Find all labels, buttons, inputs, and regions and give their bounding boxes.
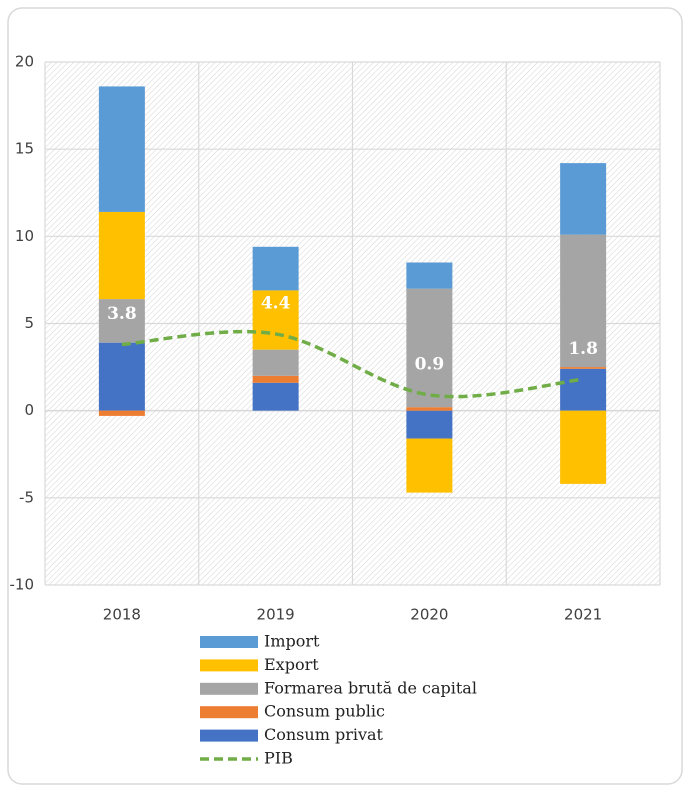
legend-label: Consum privat [264, 725, 384, 744]
y-tick-label: -5 [19, 488, 34, 506]
data-label: 0.9 [415, 354, 445, 374]
bar [406, 407, 453, 411]
legend-swatch [200, 729, 258, 742]
bars [98, 86, 607, 493]
grid: -10 -5 0 5 10 15 20 2018 2019 2020 2021 [10, 53, 661, 624]
legend-swatch [200, 636, 258, 648]
bar [560, 410, 607, 484]
legend: Import Export Formarea brută de capital Con… [200, 632, 477, 768]
lines [121, 329, 584, 399]
legend-swatch [200, 659, 258, 672]
bar [98, 410, 145, 416]
legend-swatch [200, 682, 258, 695]
bar [406, 438, 453, 493]
legend-label: Formarea brută de capital [264, 678, 477, 697]
bar [560, 234, 607, 368]
bar [560, 368, 607, 411]
x-tick-label: 2018 [103, 606, 141, 624]
bar [98, 299, 145, 343]
bar [252, 375, 299, 383]
labels: 3.8 4.4 0.9 1.8 [107, 293, 598, 374]
x-tick-label: 2020 [410, 606, 448, 624]
x-tick-label: 2019 [257, 606, 295, 624]
legend-label: Consum public [264, 702, 385, 721]
bar [406, 262, 453, 289]
bar [560, 367, 607, 369]
y-tick-label: 15 [15, 140, 34, 158]
y-tick-label: 10 [15, 227, 34, 245]
bar [252, 290, 299, 350]
data-label: 3.8 [107, 304, 137, 324]
bar [560, 163, 607, 235]
bar [406, 288, 453, 408]
legend-label: PIB [264, 749, 293, 768]
bar [98, 211, 145, 300]
y-tick-label: 20 [15, 53, 34, 71]
line [121, 329, 584, 399]
legend-swatch [200, 706, 258, 719]
y-tick-label: -10 [10, 576, 35, 594]
bar [98, 342, 145, 411]
bar [406, 410, 453, 439]
bar [252, 349, 299, 376]
y-tick-label: 0 [24, 401, 34, 419]
x-tick-label: 2021 [564, 606, 602, 624]
bar [98, 86, 145, 212]
y-tick-label: 5 [24, 314, 34, 332]
data-label: 4.4 [261, 293, 291, 313]
legend-label: Import [264, 632, 320, 651]
legend-label: Export [264, 655, 319, 674]
bar [252, 382, 299, 411]
bar [252, 246, 299, 291]
data-label: 1.8 [568, 339, 598, 359]
